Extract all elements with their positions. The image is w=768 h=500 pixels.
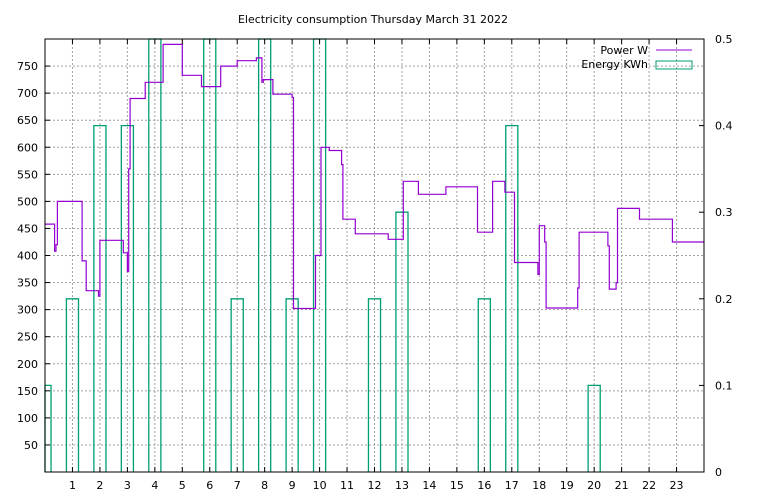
legend-energy-swatch [655, 60, 693, 70]
legend: Power W Energy KWh [581, 44, 693, 71]
x-tick-label: 15 [450, 479, 464, 492]
x-tick-label: 20 [587, 479, 601, 492]
x-tick-label: 18 [532, 479, 546, 492]
axes: 1 2 3 4 5 6 7 8 9 10 11 12 13 14 15 16 17 18 19 20 21 22 23501… [17, 33, 733, 492]
x-tick-label: 1 [69, 479, 76, 492]
x-tick-label: 2 [96, 479, 103, 492]
x-tick-label: 10 [313, 479, 327, 492]
grid [45, 39, 704, 472]
y-tick-label: 550 [17, 168, 38, 181]
energy-bar [285, 298, 299, 472]
x-tick-label: 6 [206, 479, 213, 492]
y-tick-label: 300 [17, 304, 38, 317]
x-tick-label: 8 [261, 479, 268, 492]
y-tick-label: 150 [17, 385, 38, 398]
legend-energy-label: Energy KWh [581, 58, 648, 71]
energy-bar [395, 211, 409, 472]
y2-tick-label: 0 [715, 466, 722, 479]
x-tick-label: 22 [642, 479, 656, 492]
energy-bar [44, 384, 52, 472]
chart-title: Electricity consumption Thursday March 3… [238, 13, 508, 26]
y-tick-label: 750 [17, 60, 38, 73]
y2-tick-label: 0.4 [715, 120, 733, 133]
y-tick-label: 650 [17, 114, 38, 127]
y-tick-label: 50 [24, 439, 38, 452]
x-tick-label: 11 [340, 479, 354, 492]
y-tick-label: 100 [17, 412, 38, 425]
y-tick-label: 450 [17, 222, 38, 235]
x-tick-label: 14 [422, 479, 436, 492]
x-tick-label: 17 [505, 479, 519, 492]
x-tick-label: 16 [477, 479, 491, 492]
x-tick-label: 3 [124, 479, 131, 492]
legend-power-label: Power W [600, 44, 648, 57]
energy-bar [505, 124, 519, 472]
energy-bar [65, 298, 80, 472]
x-tick-label: 21 [615, 479, 629, 492]
power-line [45, 43, 704, 310]
x-tick-label: 23 [670, 479, 684, 492]
x-tick-label: 7 [234, 479, 241, 492]
energy-bar [93, 124, 107, 472]
x-tick-label: 5 [179, 479, 186, 492]
y-tick-label: 200 [17, 358, 38, 371]
x-tick-label: 13 [395, 479, 409, 492]
energy-bar [230, 298, 244, 472]
x-tick-label: 12 [368, 479, 382, 492]
y2-tick-label: 0.1 [715, 379, 733, 392]
y-tick-label: 400 [17, 250, 38, 263]
y-tick-label: 350 [17, 277, 38, 290]
x-tick-label: 4 [151, 479, 158, 492]
energy-bar [587, 384, 601, 472]
y-tick-label: 500 [17, 195, 38, 208]
y-tick-label: 250 [17, 331, 38, 344]
y2-tick-label: 0.5 [715, 33, 733, 46]
y-tick-label: 700 [17, 87, 38, 100]
y-tick-label: 600 [17, 141, 38, 154]
y2-tick-label: 0.2 [715, 293, 733, 306]
energy-bar [367, 298, 382, 472]
x-tick-label: 9 [289, 479, 296, 492]
power-series [45, 43, 704, 310]
x-tick-label: 19 [560, 479, 574, 492]
energy-bar [120, 124, 135, 472]
y2-tick-label: 0.3 [715, 206, 733, 219]
energy-bar [477, 298, 492, 472]
